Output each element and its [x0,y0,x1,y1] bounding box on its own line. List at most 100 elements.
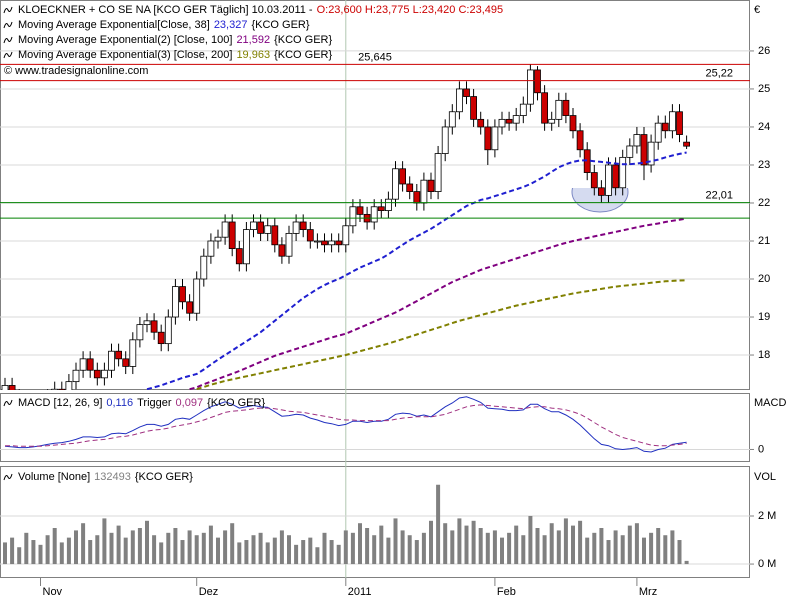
volume-bar [145,520,149,565]
legend-text: Moving Average Exponential[Close, 38] 23,… [18,19,310,31]
level-label: 25,645 [358,51,392,63]
volume-bar [500,537,504,565]
volume-bar [208,525,213,565]
candle-body [455,88,463,113]
candle-body [484,126,492,151]
candle-body [349,206,357,227]
candle-body [519,103,527,116]
volume-bar [287,535,291,565]
candle-body [463,88,470,97]
y-tick-label: 20 [758,273,770,285]
volume-bar [152,535,157,565]
candle-body [257,221,265,234]
candle-body [200,255,208,280]
candle-body [527,69,534,105]
y-axis-label: € [754,4,760,16]
volume-bar [365,528,370,565]
volume-bar [159,542,164,565]
legends: KLOECKNER + CO SE NA [KCO GER Täglich] 1… [3,4,503,483]
candle-body [512,115,520,124]
volume-bar [216,537,220,565]
volume-bar [95,535,100,565]
x-tick-label: Dez [199,586,219,598]
legend-part: {KCO GER} [207,397,265,409]
volume-bar [279,530,284,565]
x-tick-label: Nov [43,586,63,598]
candle-body [598,187,605,196]
volume-bar [599,528,604,565]
y-tick-label: 25 [758,83,770,95]
volume-bar [549,523,554,565]
candle-body [654,122,662,143]
candle-body [58,388,66,390]
volume-bar [237,542,242,565]
volume-bar [230,523,235,565]
volume-bar [642,537,646,565]
candle-body [214,236,222,242]
legend-icon [3,399,13,407]
candle-body [420,179,428,204]
legend-icon [3,6,13,14]
panel-plot [0,396,750,453]
volume-panel [0,466,750,578]
volume-bar [24,532,29,565]
y-tick-label: 26 [758,45,770,57]
volume-bar [52,528,57,565]
candle-body [150,320,158,333]
legend-text: Moving Average Exponential(2) [Close, 10… [18,34,332,46]
volume-bar [663,535,668,565]
volume-bar [74,530,78,565]
volume-bar [386,537,391,565]
series-line [4,396,687,453]
plots: 18 19 20 21 22 23 24 25 26 €25,645 25,22 22,01 0 MACD… [0,4,786,598]
candle-body [633,134,641,147]
volume-bar [59,542,64,565]
legend-text: Moving Average Exponential(3) [Close, 20… [18,49,332,61]
candle-body [108,350,115,371]
volume-bar [137,528,142,565]
volume-bar [684,560,689,565]
volume-bar [372,535,377,565]
candle-body [590,172,598,189]
volume-bar [400,530,405,565]
volume-bar [407,535,412,565]
volume-bar [464,525,469,565]
volume-bar [649,532,654,565]
legend-part: Volume [None] [18,471,90,483]
volume-bar [585,537,590,565]
candle-body [51,388,59,390]
legend-text: Volume [None] 132493 {KCO GER} [18,471,193,483]
volume-bar [315,547,320,565]
legend-part: 21,592 [236,34,270,46]
candle-body [491,126,499,151]
legend-part: Moving Average Exponential(2) [Close, 10… [18,34,232,46]
volume-bar [3,542,7,565]
x-tick-label: 2011 [348,586,372,598]
volume-bar [471,520,476,565]
y-tick-label: 2 M [758,510,776,522]
volume-bar [542,535,547,565]
volume-bar [606,540,611,565]
volume-bar [10,537,15,565]
volume-bar [443,523,448,565]
candle-body [250,221,257,230]
volume-bar [457,518,462,565]
candle-body [335,240,343,246]
candle-body [1,385,9,390]
candle-body [313,240,321,243]
volume-bar [201,532,206,565]
candle-body [640,134,648,166]
candle-body [505,118,513,124]
candle-body [427,179,435,192]
candle-body [541,92,548,124]
legend-part: MACD [12, 26, 9] [18,397,102,409]
candle-body [101,369,108,379]
volume-bar [613,530,618,565]
volume-bar [301,540,306,565]
volume-bar [173,528,178,565]
legend-part: {KCO GER} [251,19,309,31]
legend-part: Trigger [137,397,172,409]
candle-body [647,141,655,166]
candle-body [193,278,201,314]
candle-body [143,320,151,326]
